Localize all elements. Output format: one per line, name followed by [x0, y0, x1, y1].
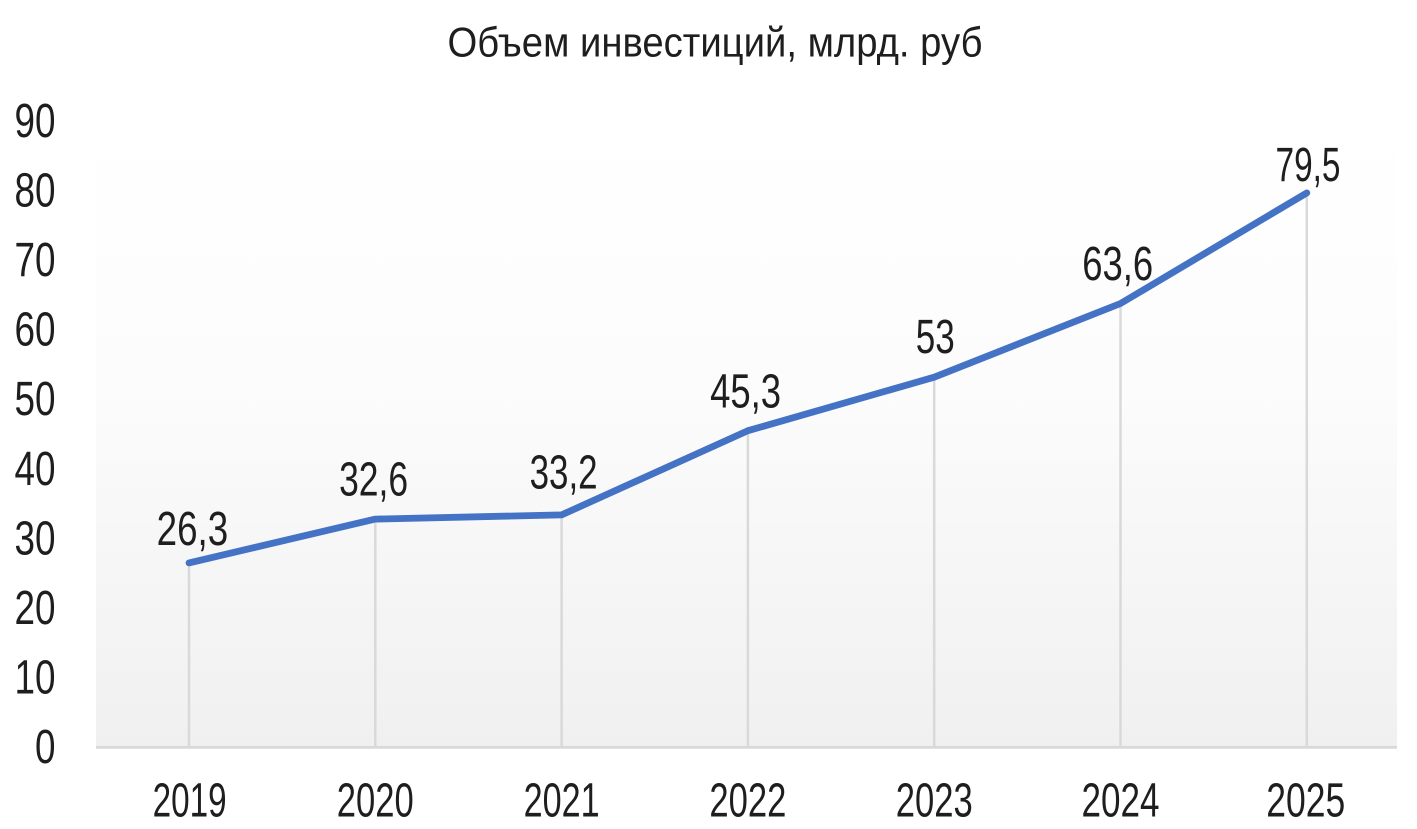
svg-text:2020: 2020 [337, 774, 414, 827]
svg-text:2025: 2025 [1266, 774, 1345, 827]
svg-text:90: 90 [15, 95, 56, 148]
svg-text:50: 50 [15, 373, 56, 426]
svg-text:63,6: 63,6 [1082, 238, 1153, 291]
svg-text:2019: 2019 [153, 774, 227, 827]
svg-text:10: 10 [15, 651, 56, 704]
svg-text:40: 40 [15, 443, 56, 496]
svg-text:79,5: 79,5 [1276, 139, 1341, 192]
svg-text:33,2: 33,2 [530, 447, 598, 500]
svg-text:20: 20 [15, 582, 56, 635]
svg-text:53: 53 [916, 311, 955, 364]
svg-text:Объем инвестиций, млрд. руб: Объем инвестиций, млрд. руб [448, 19, 983, 66]
svg-text:70: 70 [15, 234, 56, 287]
svg-text:2021: 2021 [524, 774, 600, 827]
svg-text:45,3: 45,3 [710, 366, 781, 419]
svg-text:2022: 2022 [709, 774, 786, 827]
svg-text:32,6: 32,6 [339, 454, 408, 507]
svg-text:2023: 2023 [896, 774, 973, 827]
svg-text:60: 60 [15, 304, 56, 357]
svg-text:80: 80 [15, 165, 56, 218]
svg-text:26,3: 26,3 [157, 503, 229, 556]
svg-text:2024: 2024 [1082, 774, 1160, 827]
svg-text:0: 0 [35, 721, 56, 774]
svg-text:30: 30 [15, 512, 56, 565]
